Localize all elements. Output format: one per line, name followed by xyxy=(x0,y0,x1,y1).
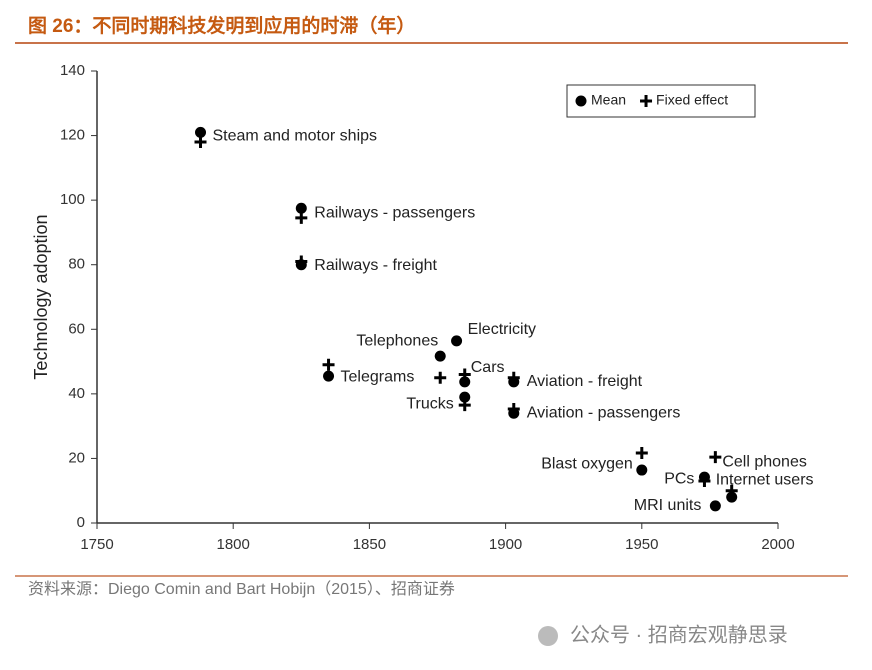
point-label: Cars xyxy=(471,359,505,376)
mean-point xyxy=(195,126,207,138)
fixed-effect-point xyxy=(698,475,711,488)
y-tick-label: 80 xyxy=(68,256,85,273)
mean-point xyxy=(323,370,335,382)
x-tick-label: 1800 xyxy=(217,536,250,553)
fixed-effect-point xyxy=(322,358,335,371)
point-label: Internet users xyxy=(716,471,814,488)
point-label: Railways - passengers xyxy=(314,204,475,221)
mean-point xyxy=(575,95,587,107)
fixed-effect-point xyxy=(709,451,722,464)
watermark: 公众号 · 招商宏观静思录 xyxy=(570,623,788,646)
figure-title: 图 26：不同时期科技发明到应用的时滞（年） xyxy=(28,14,415,37)
mean-point xyxy=(459,391,471,403)
point-label: Trucks xyxy=(406,395,453,412)
y-tick-label: 20 xyxy=(68,449,85,466)
fixed-effect-point xyxy=(640,95,653,107)
x-tick-label: 1900 xyxy=(489,536,522,553)
y-axis-label: Technology adoption xyxy=(31,214,51,379)
point-label: Cell phones xyxy=(722,453,807,470)
mean-point xyxy=(636,464,648,476)
y-tick-label: 100 xyxy=(60,191,85,208)
x-tick-label: 1850 xyxy=(353,536,386,553)
point-label: Telephones xyxy=(356,332,438,349)
fixed-effect-point xyxy=(725,484,738,497)
fixed-effect-point xyxy=(507,403,520,416)
x-tick-label: 1950 xyxy=(625,536,658,553)
point-label: Railways - freight xyxy=(314,257,437,274)
mean-point xyxy=(434,350,446,362)
point-label: PCs xyxy=(664,470,694,487)
point-label: Blast oxygen xyxy=(541,455,633,472)
y-tick-label: 0 xyxy=(77,514,85,531)
mean-point xyxy=(459,376,471,388)
mean-point xyxy=(295,202,307,214)
y-tick-label: 60 xyxy=(68,320,85,337)
y-tick-label: 40 xyxy=(68,385,85,402)
legend xyxy=(566,84,756,118)
point-label: Telegrams xyxy=(341,368,415,385)
source: 资料来源：Diego Comin and Bart Hobijn（2015）、招… xyxy=(28,580,455,598)
point-label: Aviation - passengers xyxy=(527,404,681,421)
y-tick-label: 120 xyxy=(60,127,85,144)
fixed-effect-point xyxy=(635,446,648,459)
mean-point xyxy=(726,491,738,503)
fixed-effect-point xyxy=(434,371,447,384)
fixed-effect-point xyxy=(458,399,471,412)
point-label: Steam and motor ships xyxy=(213,128,378,145)
y-tick-label: 140 xyxy=(60,62,85,79)
point-label: Electricity xyxy=(468,321,536,338)
legend-label: Mean xyxy=(591,92,626,108)
legend-label: Fixed effect xyxy=(656,92,728,108)
fixed-effect-point xyxy=(295,211,308,224)
fixed-effect-point xyxy=(295,255,308,268)
mean-point xyxy=(451,335,463,347)
mean-point xyxy=(709,500,721,512)
x-tick-label: 2000 xyxy=(761,536,794,553)
wechat-icon xyxy=(538,626,558,646)
fixed-effect-point xyxy=(194,136,207,149)
point-label: Aviation - freight xyxy=(527,373,643,390)
fixed-effect-point xyxy=(458,368,471,381)
x-tick-label: 1750 xyxy=(80,536,113,553)
fixed-effect-point xyxy=(507,371,520,384)
point-label: MRI units xyxy=(634,497,702,514)
